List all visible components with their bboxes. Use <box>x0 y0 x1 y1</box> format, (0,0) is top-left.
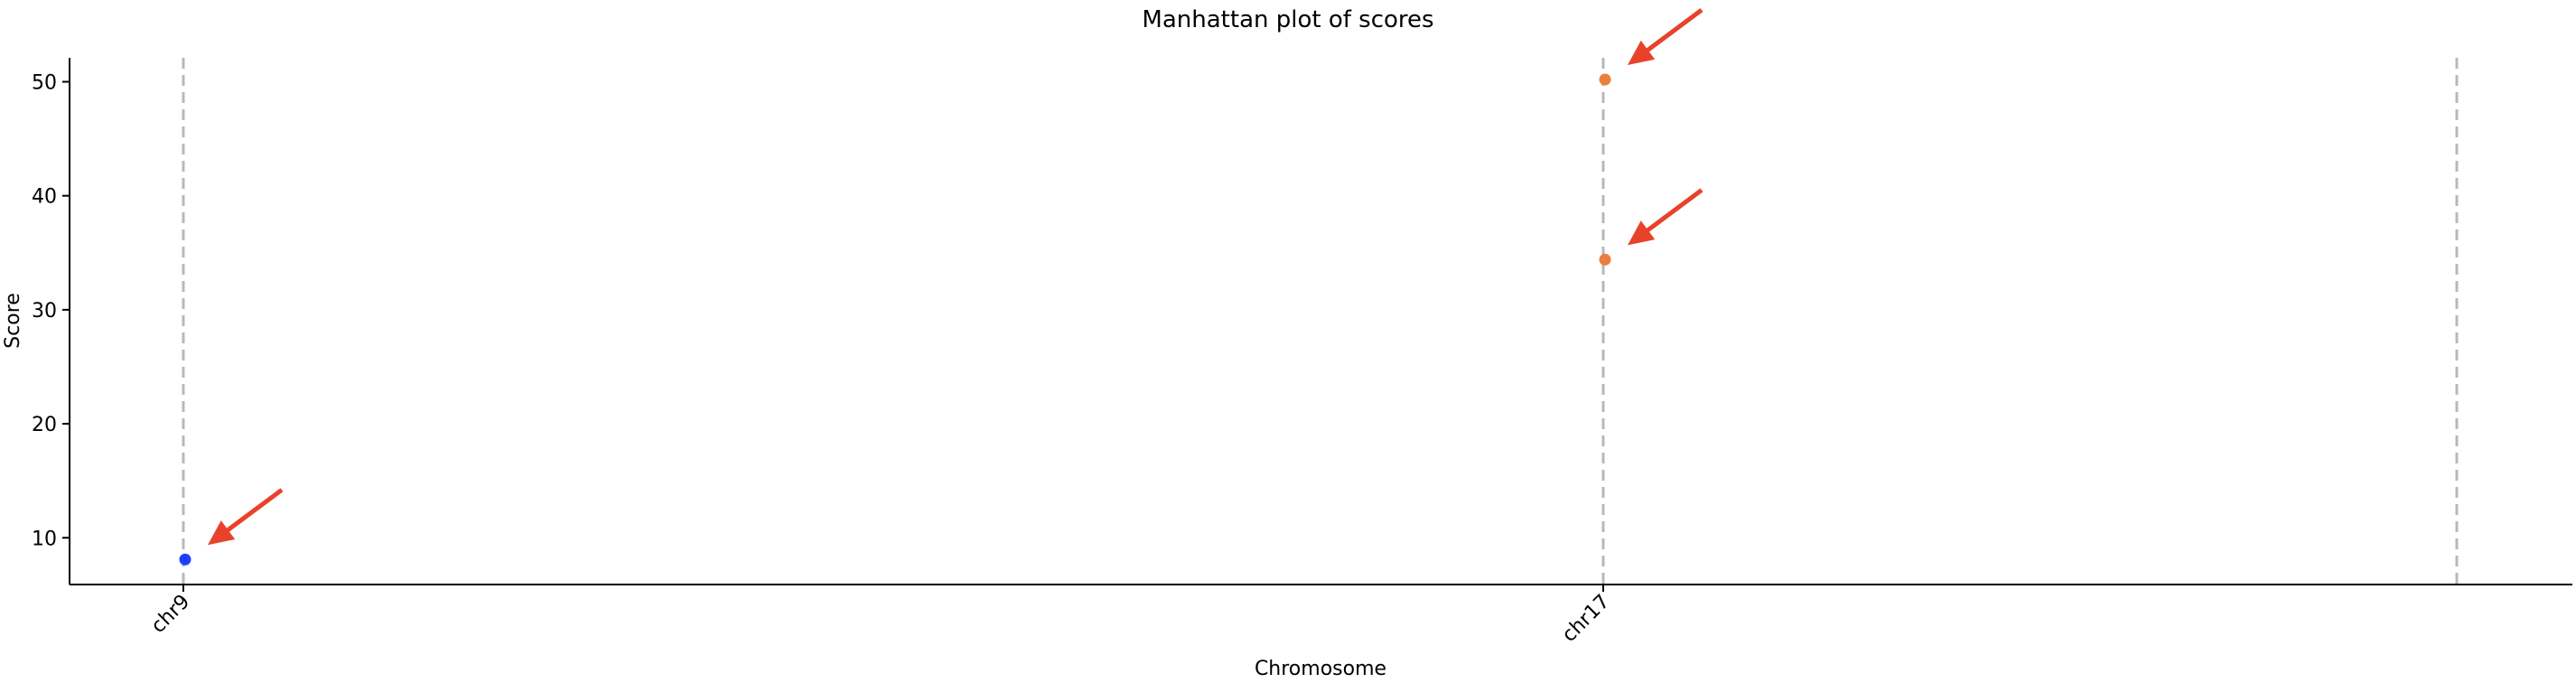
y-tick-label: 40 <box>32 186 57 209</box>
data-point <box>179 553 191 566</box>
x-tick-label: chr9 <box>147 591 194 638</box>
highlight-arrows <box>208 7 1703 546</box>
chart-title: Manhattan plot of scores <box>1142 6 1433 33</box>
arrow-shaft <box>225 488 284 533</box>
y-tick-label: 30 <box>32 300 57 323</box>
arrow-shaft <box>1645 7 1703 53</box>
arrow-head <box>208 520 236 546</box>
chromosome-boundary-lines <box>182 58 2459 585</box>
data-point <box>1599 253 1611 266</box>
y-tick-label: 10 <box>32 528 57 550</box>
data-points <box>179 73 1611 566</box>
x-axis-label: Chromosome <box>1255 658 1386 680</box>
arrow-head <box>1628 40 1656 65</box>
arrow-head <box>1628 220 1656 246</box>
y-tick-label: 20 <box>32 414 57 436</box>
arrow-shaft <box>1645 188 1703 233</box>
x-axis-ticks: chr9 chr17 <box>147 585 1614 647</box>
y-axis-ticks: 10 20 30 40 50 <box>32 72 70 550</box>
x-tick-label: chr17 <box>1558 591 1614 647</box>
y-tick-label: 50 <box>32 72 57 95</box>
data-point <box>1599 73 1611 86</box>
y-axis-label: Score <box>2 293 24 349</box>
